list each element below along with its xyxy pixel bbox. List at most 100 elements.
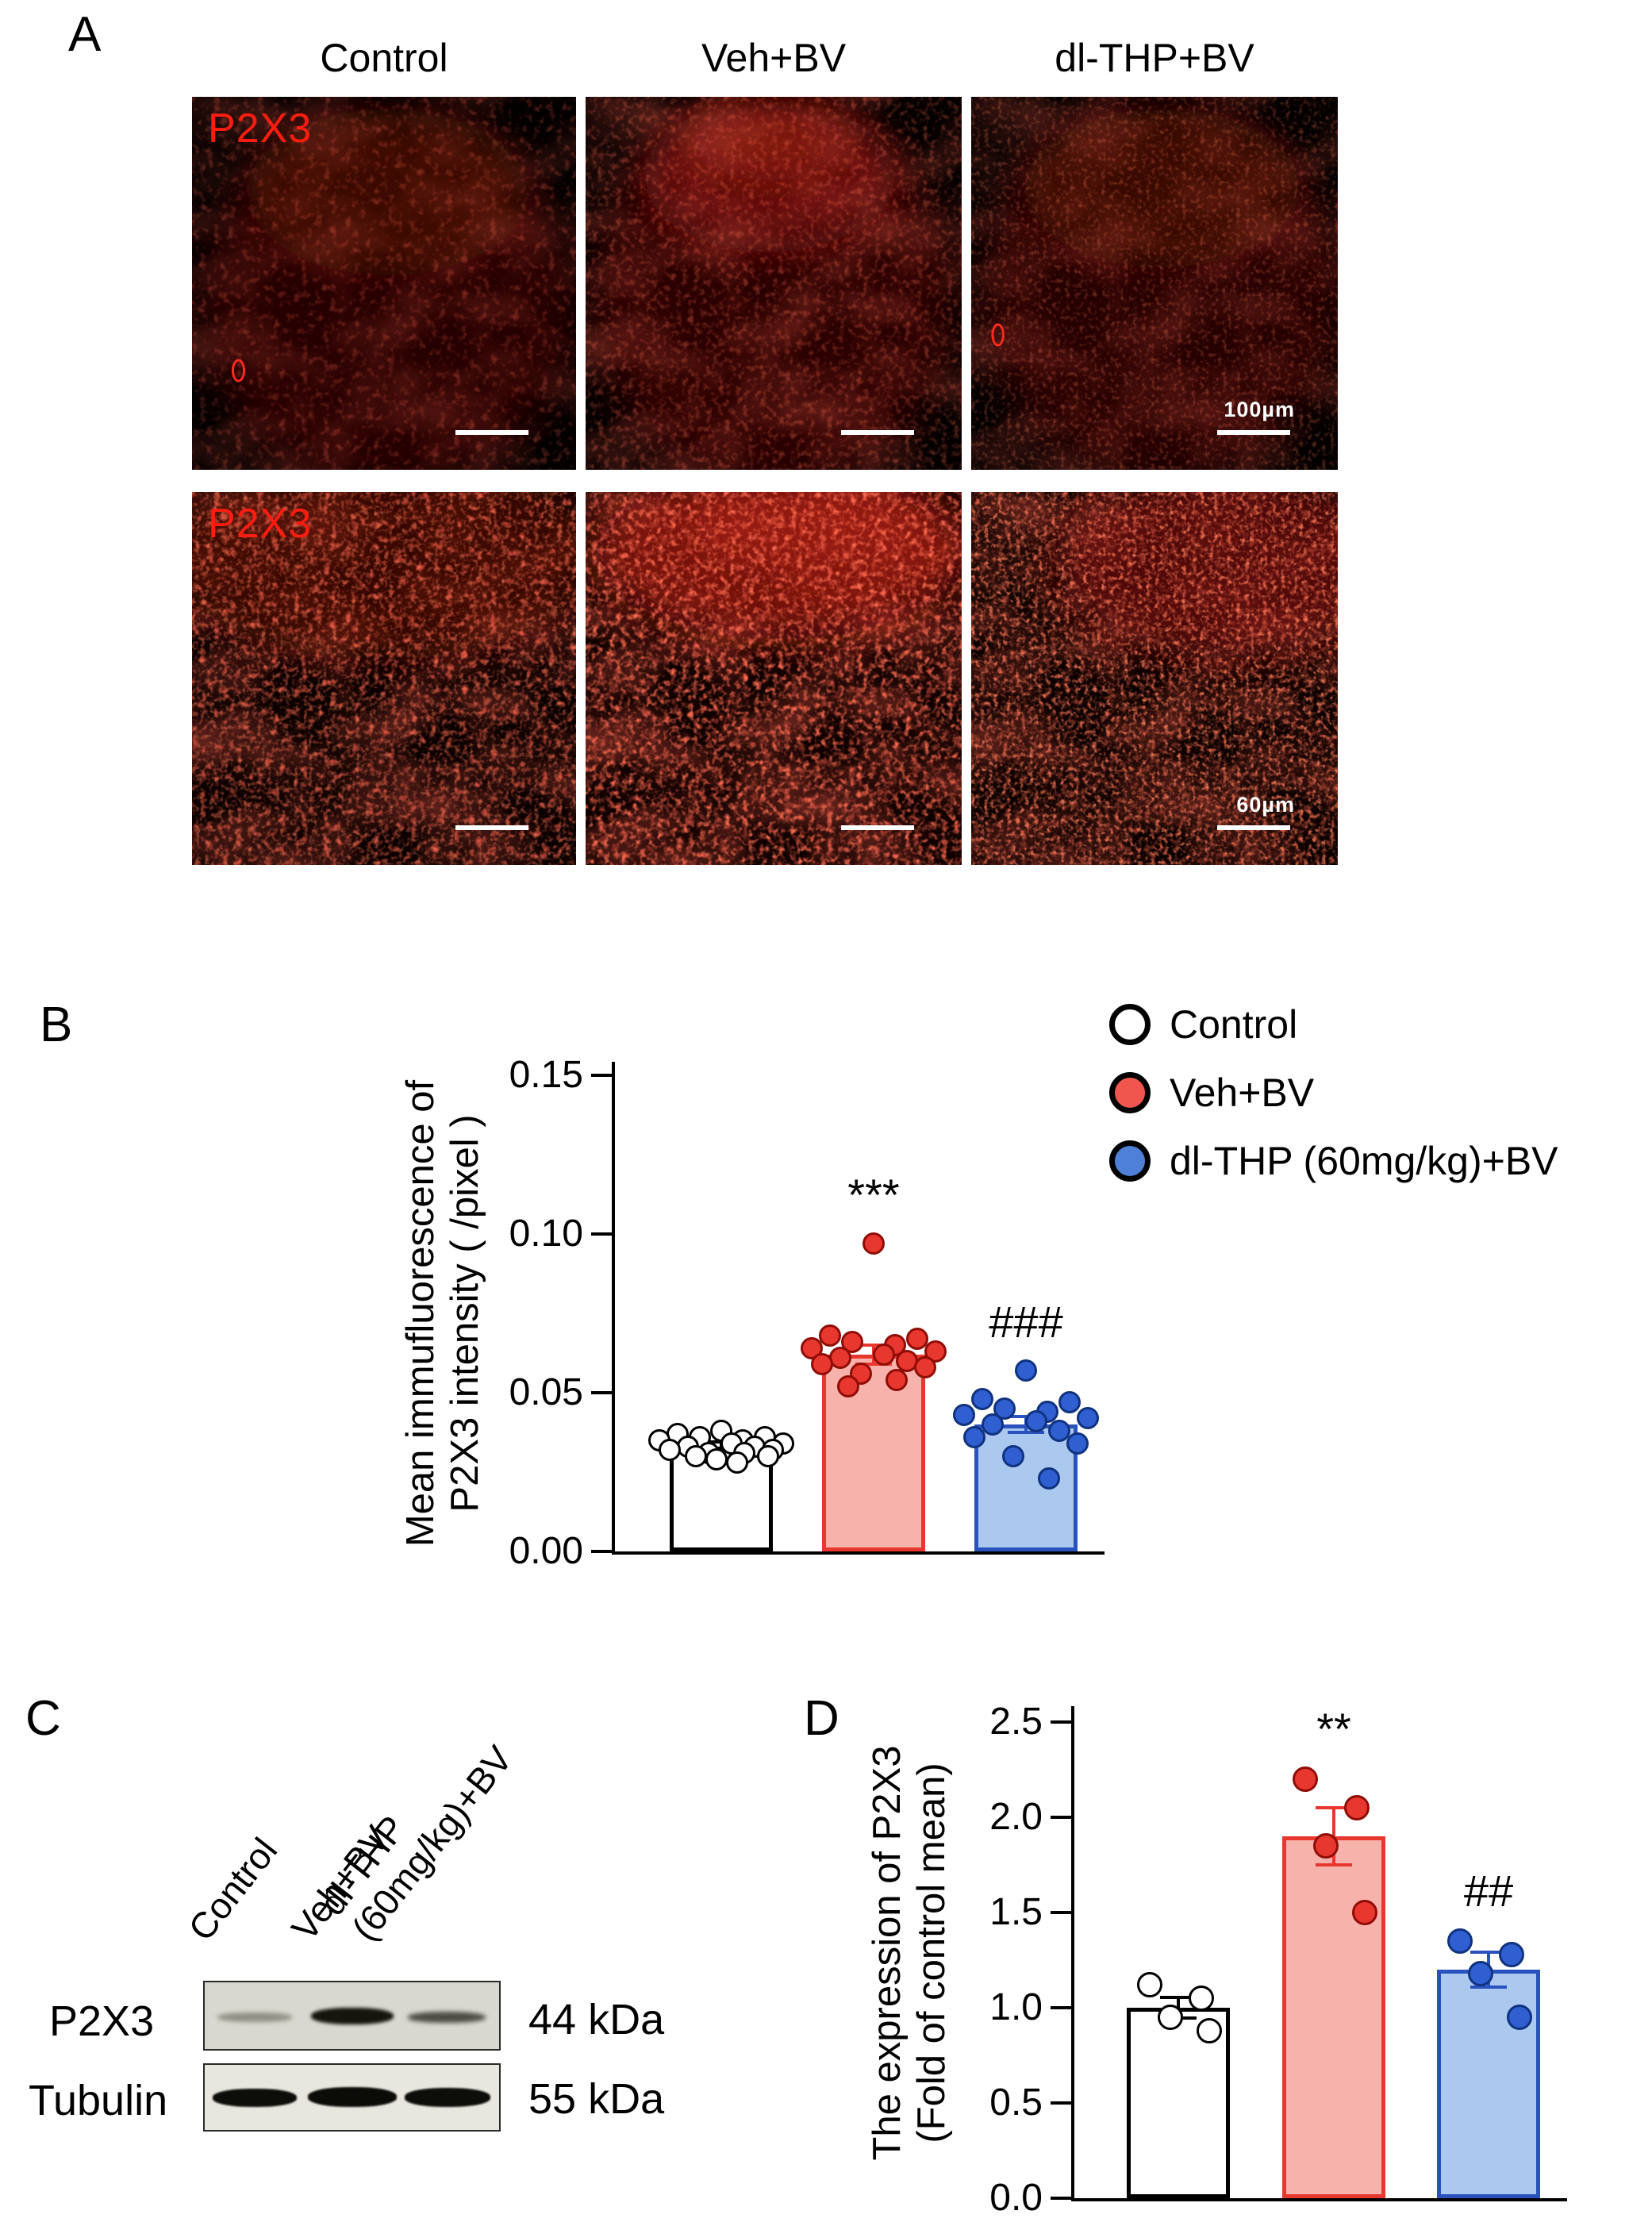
error-bar	[1024, 1417, 1028, 1432]
data-point	[885, 1369, 908, 1391]
data-point	[982, 1413, 1005, 1436]
y-axis	[1071, 1706, 1074, 2201]
data-point	[659, 1439, 681, 1461]
error-bar-cap	[1008, 1415, 1044, 1418]
data-point	[1446, 1928, 1473, 1954]
micrograph-veh-bv-high-mag	[586, 492, 962, 865]
data-point	[1136, 1972, 1162, 1998]
column-header-dlthp-bv: dl-THP+BV	[1055, 36, 1254, 80]
legend-label: dl-THP (60mg/kg)+BV	[1170, 1139, 1558, 1183]
bar-veh-bv	[822, 1355, 925, 1551]
data-point	[840, 1331, 863, 1353]
protein-band	[408, 2012, 486, 2023]
stain-label: P2X3	[208, 501, 313, 547]
data-point	[1015, 1359, 1037, 1382]
data-point	[1066, 1432, 1089, 1455]
y-axis	[612, 1062, 615, 1555]
data-point	[732, 1429, 755, 1451]
data-point	[762, 1439, 784, 1461]
fluorescence-image	[971, 492, 1338, 865]
micrograph-control-high-mag: P2X3	[192, 492, 576, 865]
data-point	[720, 1432, 743, 1455]
data-point	[710, 1420, 732, 1442]
data-point	[1036, 1401, 1059, 1423]
molecular-weight-label-55kda: 55 kDa	[528, 2075, 665, 2123]
y-tick	[1051, 2101, 1071, 2105]
x-axis	[612, 1551, 1105, 1555]
data-point	[1292, 1766, 1318, 1792]
y-axis-title-line1: Mean immufluorescence of	[399, 1079, 442, 1547]
data-point	[905, 1328, 928, 1350]
legend-item-dlthp-bv: dl-THP (60mg/kg)+BV	[1109, 1138, 1558, 1184]
data-point	[829, 1347, 852, 1369]
data-point	[862, 1232, 885, 1255]
micrograph-control-low-mag: P2X3	[192, 97, 576, 470]
lane-label-dlthp-bv: dl-THP (60mg/kg)+BV	[311, 1738, 521, 1948]
legend-swatch	[1109, 1140, 1151, 1182]
fluorescence-image	[971, 97, 1338, 470]
data-point	[772, 1432, 794, 1455]
data-point	[684, 1445, 707, 1467]
data-point	[1467, 1960, 1493, 1986]
data-point	[1507, 2005, 1532, 2030]
significance-annotation: ###	[989, 1297, 1063, 1347]
fluorescence-image	[586, 492, 962, 865]
error-bar-cap	[1316, 1863, 1352, 1866]
error-bar-cap	[855, 1344, 892, 1347]
data-point	[1002, 1445, 1025, 1467]
scale-bar	[1217, 825, 1290, 830]
error-bar-cap	[703, 1440, 740, 1444]
data-point	[1498, 1941, 1524, 1967]
data-point	[667, 1423, 690, 1445]
bar-dl-thp-60mg-kg-bv	[1437, 1970, 1540, 2198]
data-point	[1077, 1407, 1099, 1429]
y-tick	[1051, 1816, 1071, 1819]
data-point	[811, 1353, 833, 1375]
y-tick	[591, 1074, 612, 1077]
data-point	[895, 1350, 918, 1372]
legend-item-veh-bv: Veh+BV	[1109, 1070, 1558, 1116]
data-point	[914, 1356, 936, 1378]
data-point	[705, 1448, 728, 1470]
data-point	[725, 1451, 748, 1474]
bar-control	[670, 1447, 773, 1551]
scale-bar-label: 60µm	[1236, 793, 1295, 817]
y-axis-title-line2: (Fold of control mean)	[910, 1763, 953, 2143]
significance-annotation: ***	[847, 1170, 900, 1220]
scale-bar	[455, 430, 528, 435]
protein-band	[405, 2088, 490, 2107]
panel-a-label: A	[68, 7, 102, 62]
y-tick	[1051, 1911, 1071, 1914]
data-point	[1047, 1420, 1070, 1442]
bar-veh-bv	[1282, 1836, 1385, 2198]
data-point	[924, 1340, 947, 1363]
y-tick	[1051, 1720, 1071, 1724]
error-bar-cap	[855, 1363, 892, 1366]
bar-dl-thp-60mg-kg-bv	[974, 1424, 1078, 1551]
data-point	[836, 1375, 859, 1397]
data-point	[953, 1404, 975, 1426]
data-point	[873, 1344, 895, 1366]
data-point	[1352, 1900, 1377, 1925]
data-point	[1312, 1833, 1339, 1859]
error-bar	[1177, 1997, 1180, 2019]
protein-band	[217, 2012, 292, 2022]
data-point	[743, 1436, 766, 1458]
error-bar-cap	[1470, 1951, 1507, 1955]
y-tick	[1051, 2006, 1071, 2009]
error-bar	[872, 1345, 875, 1364]
data-point	[993, 1397, 1016, 1420]
y-tick	[1051, 2197, 1071, 2200]
scale-bar-label: 100µm	[1224, 398, 1295, 421]
panel-c-label: C	[25, 1691, 61, 1746]
legend-swatch	[1109, 1072, 1151, 1113]
error-bar	[1487, 1952, 1490, 1987]
data-point	[963, 1426, 985, 1448]
blot-p2x3	[203, 1981, 501, 2051]
significance-annotation: **	[1316, 1704, 1351, 1754]
data-point	[697, 1442, 720, 1464]
data-point	[819, 1324, 842, 1347]
data-point	[1058, 1391, 1081, 1413]
error-bar-cap	[703, 1450, 740, 1453]
data-point	[1188, 1986, 1214, 2011]
